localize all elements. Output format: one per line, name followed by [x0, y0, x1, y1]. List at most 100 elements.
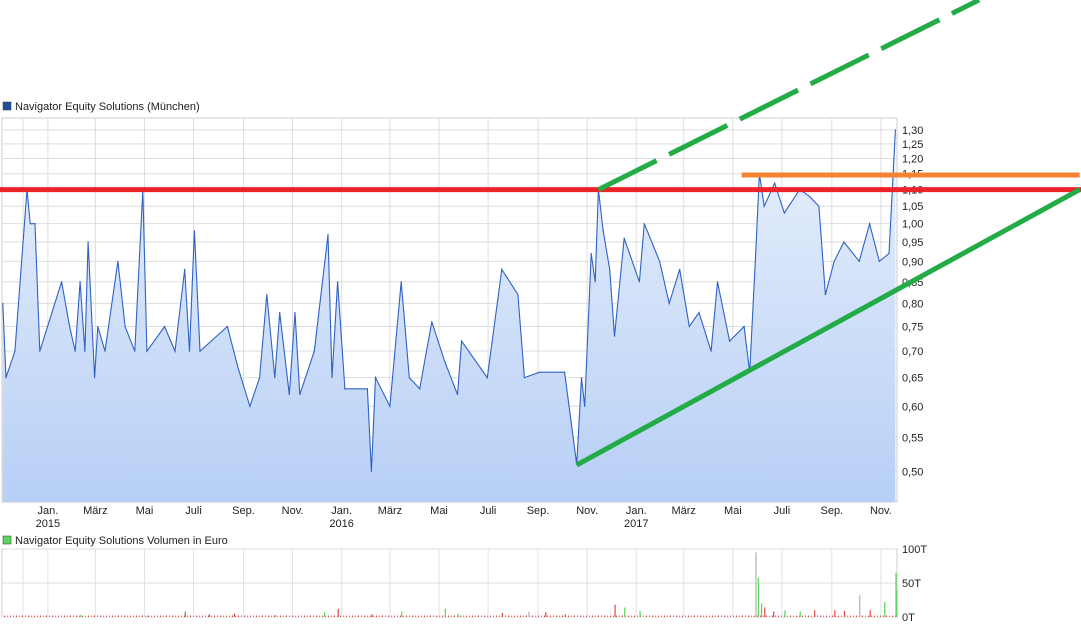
y-tick-label: 0,80 — [902, 298, 923, 310]
volume-bar-small — [589, 615, 590, 617]
price-point — [584, 405, 586, 407]
volume-bar-small — [448, 615, 449, 617]
x-tick-label: Juli — [480, 505, 497, 517]
volume-bar-small — [316, 615, 317, 617]
volume-bar-small — [856, 615, 857, 617]
volume-bar-small — [751, 615, 752, 617]
price-point — [623, 237, 625, 239]
volume-bar — [773, 611, 775, 617]
volume-bar-small — [424, 615, 425, 617]
volume-bar-small — [478, 615, 479, 617]
volume-bar-small — [625, 615, 626, 617]
volume-bar-small — [376, 615, 377, 617]
volume-y-tick-label: 100T — [902, 544, 927, 556]
volume-bar-small — [13, 615, 14, 617]
volume-bar-small — [19, 615, 20, 617]
volume-bar-small — [337, 615, 338, 617]
volume-bar-small — [118, 615, 119, 617]
volume-bar-small — [112, 615, 113, 617]
volume-bar — [757, 577, 759, 617]
volume-bar-small — [667, 615, 668, 617]
y-tick-label: 0,90 — [902, 256, 923, 268]
price-point — [698, 311, 700, 314]
volume-bar-small — [202, 615, 203, 617]
volume-bar-small — [868, 615, 869, 617]
volume-bar — [859, 595, 861, 617]
volume-bar-small — [346, 615, 347, 617]
volume-bar-small — [532, 615, 533, 617]
price-point — [117, 260, 119, 262]
price-point — [754, 260, 756, 262]
price-point — [97, 325, 99, 328]
volume-bar-small — [181, 615, 182, 617]
volume-bar-small — [79, 615, 80, 617]
volume-bar-small — [700, 615, 701, 617]
price-point — [643, 223, 645, 225]
price-point — [539, 371, 541, 373]
volume-bar-small — [301, 615, 302, 617]
volume-bar-small — [241, 615, 242, 617]
price-point — [366, 388, 369, 390]
volume-bar-small — [457, 615, 458, 617]
x-tick-label: Jan. — [37, 505, 58, 517]
volume-bar — [401, 611, 403, 617]
volume-bar-small — [664, 615, 665, 617]
price-point — [258, 377, 261, 379]
volume-bar-small — [217, 615, 218, 617]
volume-bar-small — [379, 615, 380, 617]
volume-y-tick-label: 50T — [902, 578, 921, 590]
volume-bar-small — [382, 615, 383, 617]
volume-bar-small — [340, 615, 341, 617]
volume-bar-small — [286, 615, 287, 617]
price-point — [869, 223, 871, 225]
x-tick-label: Sep. — [527, 505, 550, 517]
price-point — [370, 470, 373, 473]
volume-bar-small — [196, 615, 197, 617]
volume-bar-small — [463, 615, 464, 617]
y-tick-label: 0,65 — [902, 373, 923, 385]
volume-bar-small — [511, 615, 512, 617]
volume-bar — [444, 608, 446, 617]
volume-bar-small — [877, 615, 878, 617]
volume-bar-small — [853, 615, 854, 617]
volume-bar-small — [208, 615, 209, 617]
volume-bar-small — [430, 615, 431, 617]
x-tick-label: März — [378, 505, 402, 517]
price-point — [843, 241, 845, 243]
volume-bar-small — [211, 615, 212, 617]
volume-bar-small — [883, 615, 884, 617]
volume-bar-small — [214, 615, 215, 617]
volume-bar — [371, 614, 373, 617]
price-point — [833, 260, 835, 262]
volume-bar-small — [772, 615, 773, 617]
price-point — [668, 302, 670, 305]
volume-bar-small — [7, 615, 8, 617]
volume-bar-small — [577, 615, 578, 617]
price-point — [563, 371, 566, 373]
price-point — [374, 377, 377, 379]
volume-bar-small — [892, 615, 893, 617]
x-tick-label: Nov. — [870, 505, 892, 517]
price-point — [431, 321, 433, 323]
price-point — [613, 335, 616, 337]
price-point — [34, 223, 36, 225]
volume-bar-small — [292, 615, 293, 617]
price-point — [163, 325, 166, 328]
volume-bar — [80, 614, 82, 617]
volume-bar-small — [28, 615, 29, 617]
volume-bar-small — [553, 615, 554, 617]
volume-bar-small — [790, 615, 791, 617]
volume-bar-small — [109, 615, 110, 617]
volume-bar — [755, 552, 757, 617]
volume-bar-small — [106, 615, 107, 617]
volume-bar-small — [115, 615, 116, 617]
volume-bar-small — [541, 615, 542, 617]
volume-bar-small — [715, 615, 716, 617]
volume-bar-small — [517, 615, 518, 617]
volume-bar-small — [634, 615, 635, 617]
volume-bar-small — [733, 615, 734, 617]
volume-bar — [624, 607, 626, 617]
volume-bar-small — [580, 615, 581, 617]
volume-bar — [896, 589, 898, 617]
